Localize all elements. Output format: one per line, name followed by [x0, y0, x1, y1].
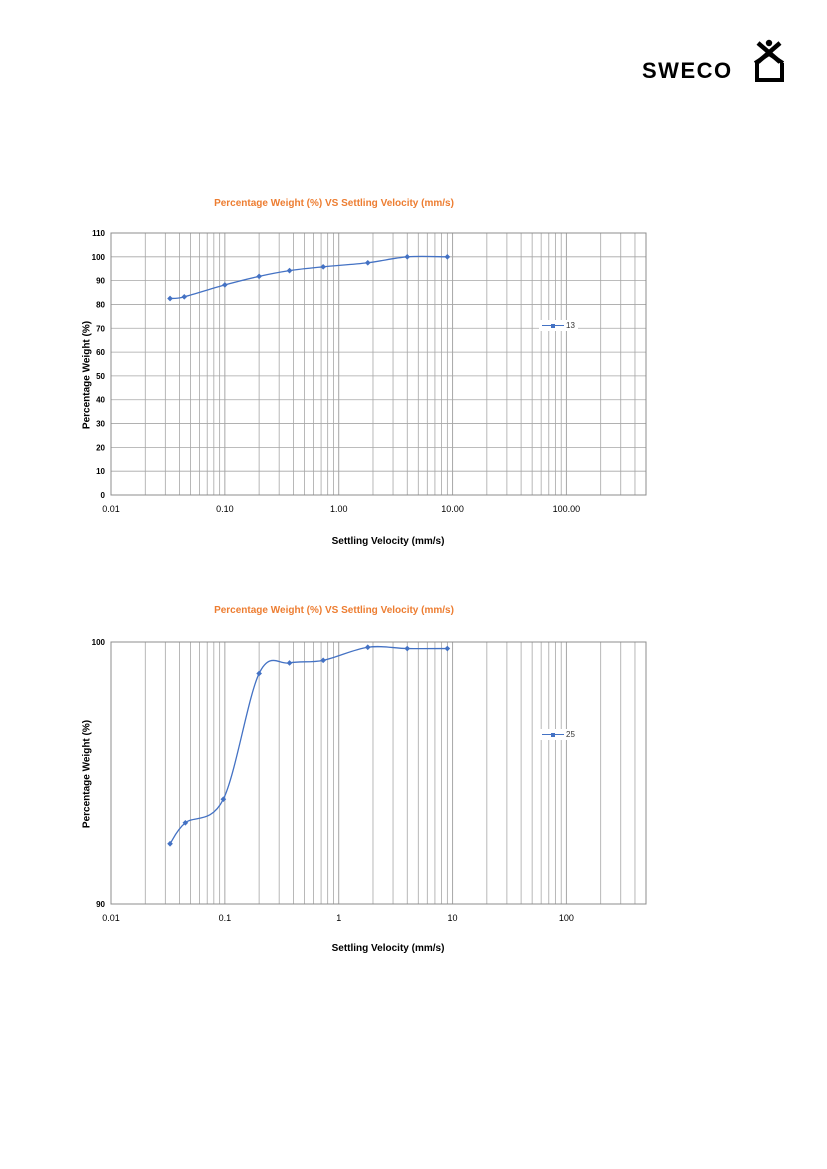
y-tick-label: 80: [96, 300, 105, 309]
x-tick-label: 0.1: [219, 913, 232, 923]
data-point: [444, 645, 451, 652]
data-point: [182, 819, 189, 826]
legend: 25: [539, 729, 578, 740]
chart-title: Percentage Weight (%) VS Settling Veloci…: [214, 198, 454, 209]
legend-label: 25: [566, 730, 575, 739]
x-tick-label: 1: [336, 913, 341, 923]
data-point: [181, 294, 188, 300]
x-tick-label: 100: [559, 913, 574, 923]
y-tick-label: 40: [96, 396, 105, 405]
data-point: [256, 670, 262, 677]
logo-text: SWECO: [642, 58, 733, 83]
x-tick-label: 1.00: [330, 504, 348, 514]
x-axis-title: Settling Velocity (mm/s): [331, 536, 445, 547]
y-tick-label: 90: [96, 277, 105, 286]
data-point: [222, 282, 228, 288]
y-tick-label: 10: [96, 467, 105, 476]
y-tick-label: 70: [96, 324, 105, 333]
x-tick-label: 0.01: [102, 504, 120, 514]
plot-area-border: [110, 641, 647, 905]
series-line: [169, 645, 448, 845]
legend-label: 13: [566, 321, 575, 330]
data-point: [404, 253, 411, 260]
data-point: [286, 267, 293, 274]
data-point: [404, 645, 411, 652]
data-point: [286, 660, 293, 666]
data-point: [364, 644, 371, 651]
chart-title: Percentage Weight (%) VS Settling Veloci…: [214, 605, 454, 616]
x-tick-label: 10: [448, 913, 458, 923]
legend: 13: [539, 320, 578, 331]
y-tick-label: 60: [96, 348, 105, 357]
y-tick-label: 20: [96, 443, 105, 452]
x-tick-label: 0.01: [102, 913, 120, 923]
x-tick-label: 0.10: [216, 504, 234, 514]
data-point: [167, 295, 173, 302]
y-tick-label: 100: [92, 638, 106, 647]
legend-swatch: [542, 732, 564, 738]
data-point: [444, 253, 451, 260]
y-axis-title: Percentage Weight (%): [81, 719, 93, 829]
y-tick-label: 100: [92, 253, 106, 262]
series-line: [169, 255, 448, 300]
chart-2: Percentage Weight (%) VS Settling Veloci…: [0, 598, 827, 968]
y-tick-label: 90: [96, 900, 105, 909]
x-tick-label: 10.00: [441, 504, 464, 514]
x-axis-title: Settling Velocity (mm/s): [331, 943, 445, 954]
y-axis-title: Percentage Weight (%): [81, 320, 93, 430]
data-point: [364, 259, 371, 266]
y-tick-label: 110: [92, 229, 105, 238]
sweco-logo: SWECO: [642, 38, 792, 88]
y-tick-label: 30: [96, 420, 105, 429]
y-tick-label: 0: [101, 491, 106, 500]
plot-area-border: [110, 232, 647, 496]
data-point: [256, 273, 262, 280]
chart-plot: 90 100 0.01 0.1 1 10 100: [92, 638, 647, 923]
y-tick-label: 50: [96, 372, 105, 381]
chart-plot: 0 10 20 30 40 50 60 70 80 90 100 110 0.01 0.10 1.00 10.…: [92, 229, 647, 514]
logo-mark-icon: [753, 39, 785, 82]
chart-1: Percentage Weight (%) VS Settling Veloci…: [0, 190, 827, 560]
x-tick-label: 100.00: [553, 504, 581, 514]
legend-swatch: [542, 323, 564, 329]
